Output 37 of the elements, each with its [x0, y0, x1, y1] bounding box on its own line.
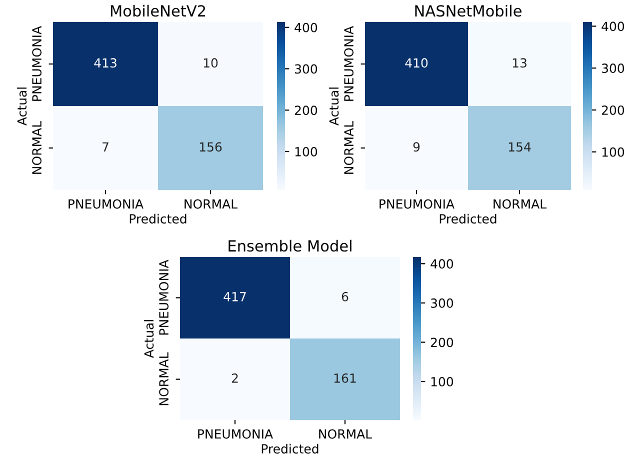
x-tick-label: NORMAL — [494, 199, 547, 209]
data-label: 10 — [204, 58, 218, 68]
x-axis-title: Predicted — [262, 444, 318, 454]
color-bar-label: 100 — [295, 146, 318, 156]
data-label: 417 — [224, 292, 246, 302]
x-axis-title: Predicted — [130, 214, 186, 224]
color-bar-label: 100 — [431, 376, 454, 386]
data-label: 9 — [413, 142, 420, 152]
data-label: 156 — [200, 142, 222, 152]
color-bar-label: 400 — [430, 259, 454, 269]
data-label: 154 — [508, 142, 531, 152]
data-label: 6 — [342, 292, 348, 302]
data-label: 410 — [405, 58, 428, 68]
x-tick-label: NORMAL — [184, 199, 238, 209]
color-bar-label: 400 — [294, 22, 318, 32]
color-bar-label: 200 — [602, 105, 624, 115]
data-label: 13 — [512, 58, 526, 68]
color-bar-label: 300 — [602, 64, 624, 74]
data-label: 161 — [334, 373, 356, 383]
data-label: 2 — [232, 373, 238, 383]
color-bar-label: 200 — [430, 338, 454, 348]
color-bar-label: 100 — [602, 147, 624, 157]
y-axis-title: Actual — [17, 88, 27, 126]
data-label: 413 — [94, 58, 116, 68]
x-tick-label: PNEUMONIA — [380, 199, 454, 209]
color-bar-label: 300 — [294, 64, 318, 74]
chart-title: Ensemble Model — [228, 240, 352, 252]
y-axis-title: Actual — [144, 320, 154, 358]
chart-title: NASNetMobile — [415, 4, 522, 17]
data-label: 7 — [102, 142, 108, 152]
x-axis-title: Predicted — [440, 214, 496, 224]
color-bar-label: 400 — [602, 22, 624, 32]
chart-title: MobileNetV2 — [110, 4, 206, 17]
x-tick-label: PNEUMONIA — [68, 199, 144, 209]
color-bar-label: 200 — [294, 106, 318, 116]
color-bar-label: 300 — [430, 298, 454, 308]
y-axis-title: Actual — [329, 88, 339, 126]
